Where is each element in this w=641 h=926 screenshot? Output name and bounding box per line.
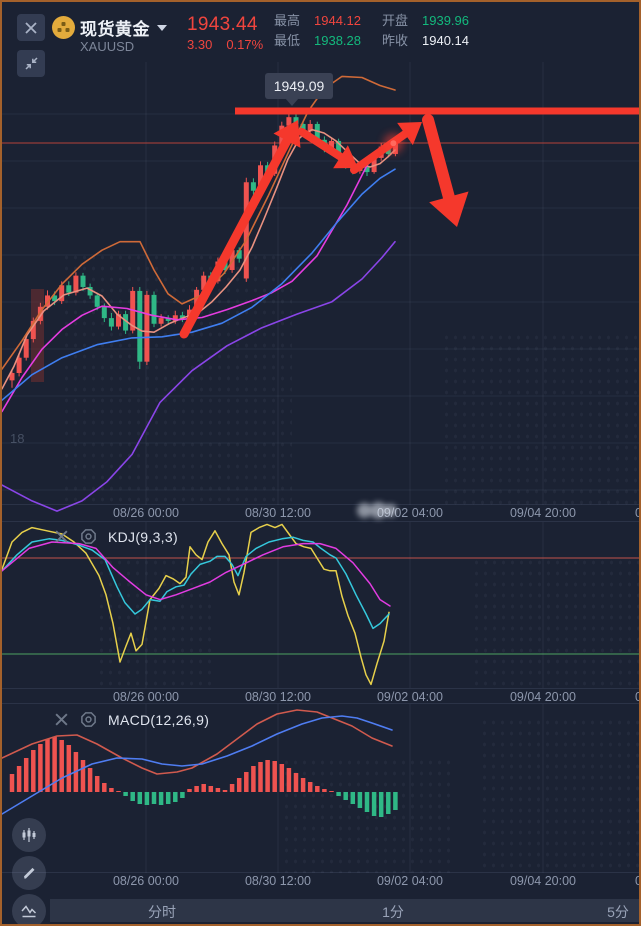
dropdown-caret-icon[interactable] xyxy=(157,24,167,31)
gold-coin-icon xyxy=(52,16,75,39)
chart-type-button[interactable] xyxy=(12,818,46,852)
stat-value-high: 1944.12 xyxy=(314,13,361,28)
timeframe-1min[interactable]: 1分 xyxy=(382,904,404,920)
symbol-name[interactable]: 现货黄金 xyxy=(80,20,150,39)
macd-label: MACD(12,26,9) xyxy=(108,711,210,728)
wave-icon xyxy=(21,905,37,918)
price-change: 3.30 0.17% xyxy=(187,37,263,52)
macd-settings-button[interactable] xyxy=(80,711,97,728)
candlestick-icon xyxy=(22,828,36,842)
stat-label-prev-close: 昨收 xyxy=(382,33,409,48)
collapse-icon xyxy=(24,57,38,70)
daily-stats: 最高 1944.12 开盘 1939.96 最低 1938.28 昨收 1940… xyxy=(274,13,502,48)
macd-close-button[interactable] xyxy=(54,712,69,727)
instrument-header: 现货黄金 XAUUSD 1943.44 3.30 0.17% 最高 1944.1… xyxy=(2,2,639,77)
change-percent: 0.17% xyxy=(226,37,264,52)
kdj-label: KDJ(9,3,3) xyxy=(108,528,178,545)
timeframe-bar: 分时 1分 5分 xyxy=(50,899,639,922)
draw-button[interactable] xyxy=(12,856,46,890)
gear-icon xyxy=(81,712,96,727)
price-annotation-tooltip: 1949.09 xyxy=(265,73,333,106)
timeframe-5min[interactable]: 5分 xyxy=(607,904,629,920)
stat-label-low: 最低 xyxy=(274,33,301,48)
faint-price-label: 18 xyxy=(10,431,25,446)
scrub-highlight-dot xyxy=(370,502,387,519)
scrub-highlight-dot xyxy=(357,503,372,518)
timeframe-fenshi[interactable]: 分时 xyxy=(148,904,176,920)
last-price: 1943.44 xyxy=(187,14,258,35)
stat-value-open: 1939.96 xyxy=(422,13,469,28)
stat-value-prev-close: 1940.14 xyxy=(422,33,469,48)
kdj-panel-header: KDJ(9,3,3) xyxy=(54,528,178,545)
macd-panel-header: MACD(12,26,9) xyxy=(54,711,209,728)
collapse-button[interactable] xyxy=(17,50,45,77)
close-icon xyxy=(55,713,68,726)
pencil-icon xyxy=(24,867,35,879)
gear-icon xyxy=(81,529,96,544)
stat-label-open: 开盘 xyxy=(382,13,409,28)
indicator-button[interactable] xyxy=(12,894,46,924)
kdj-settings-button[interactable] xyxy=(80,528,97,545)
change-value: 3.30 xyxy=(187,37,213,52)
scrub-highlight-dot xyxy=(384,504,397,517)
kdj-close-button[interactable] xyxy=(54,529,69,544)
stat-label-high: 最高 xyxy=(274,13,301,28)
stat-value-low: 1938.28 xyxy=(314,33,361,48)
close-icon xyxy=(55,530,68,543)
close-button[interactable] xyxy=(17,14,45,41)
symbol-code: XAUUSD xyxy=(80,39,135,54)
close-icon xyxy=(25,21,37,34)
